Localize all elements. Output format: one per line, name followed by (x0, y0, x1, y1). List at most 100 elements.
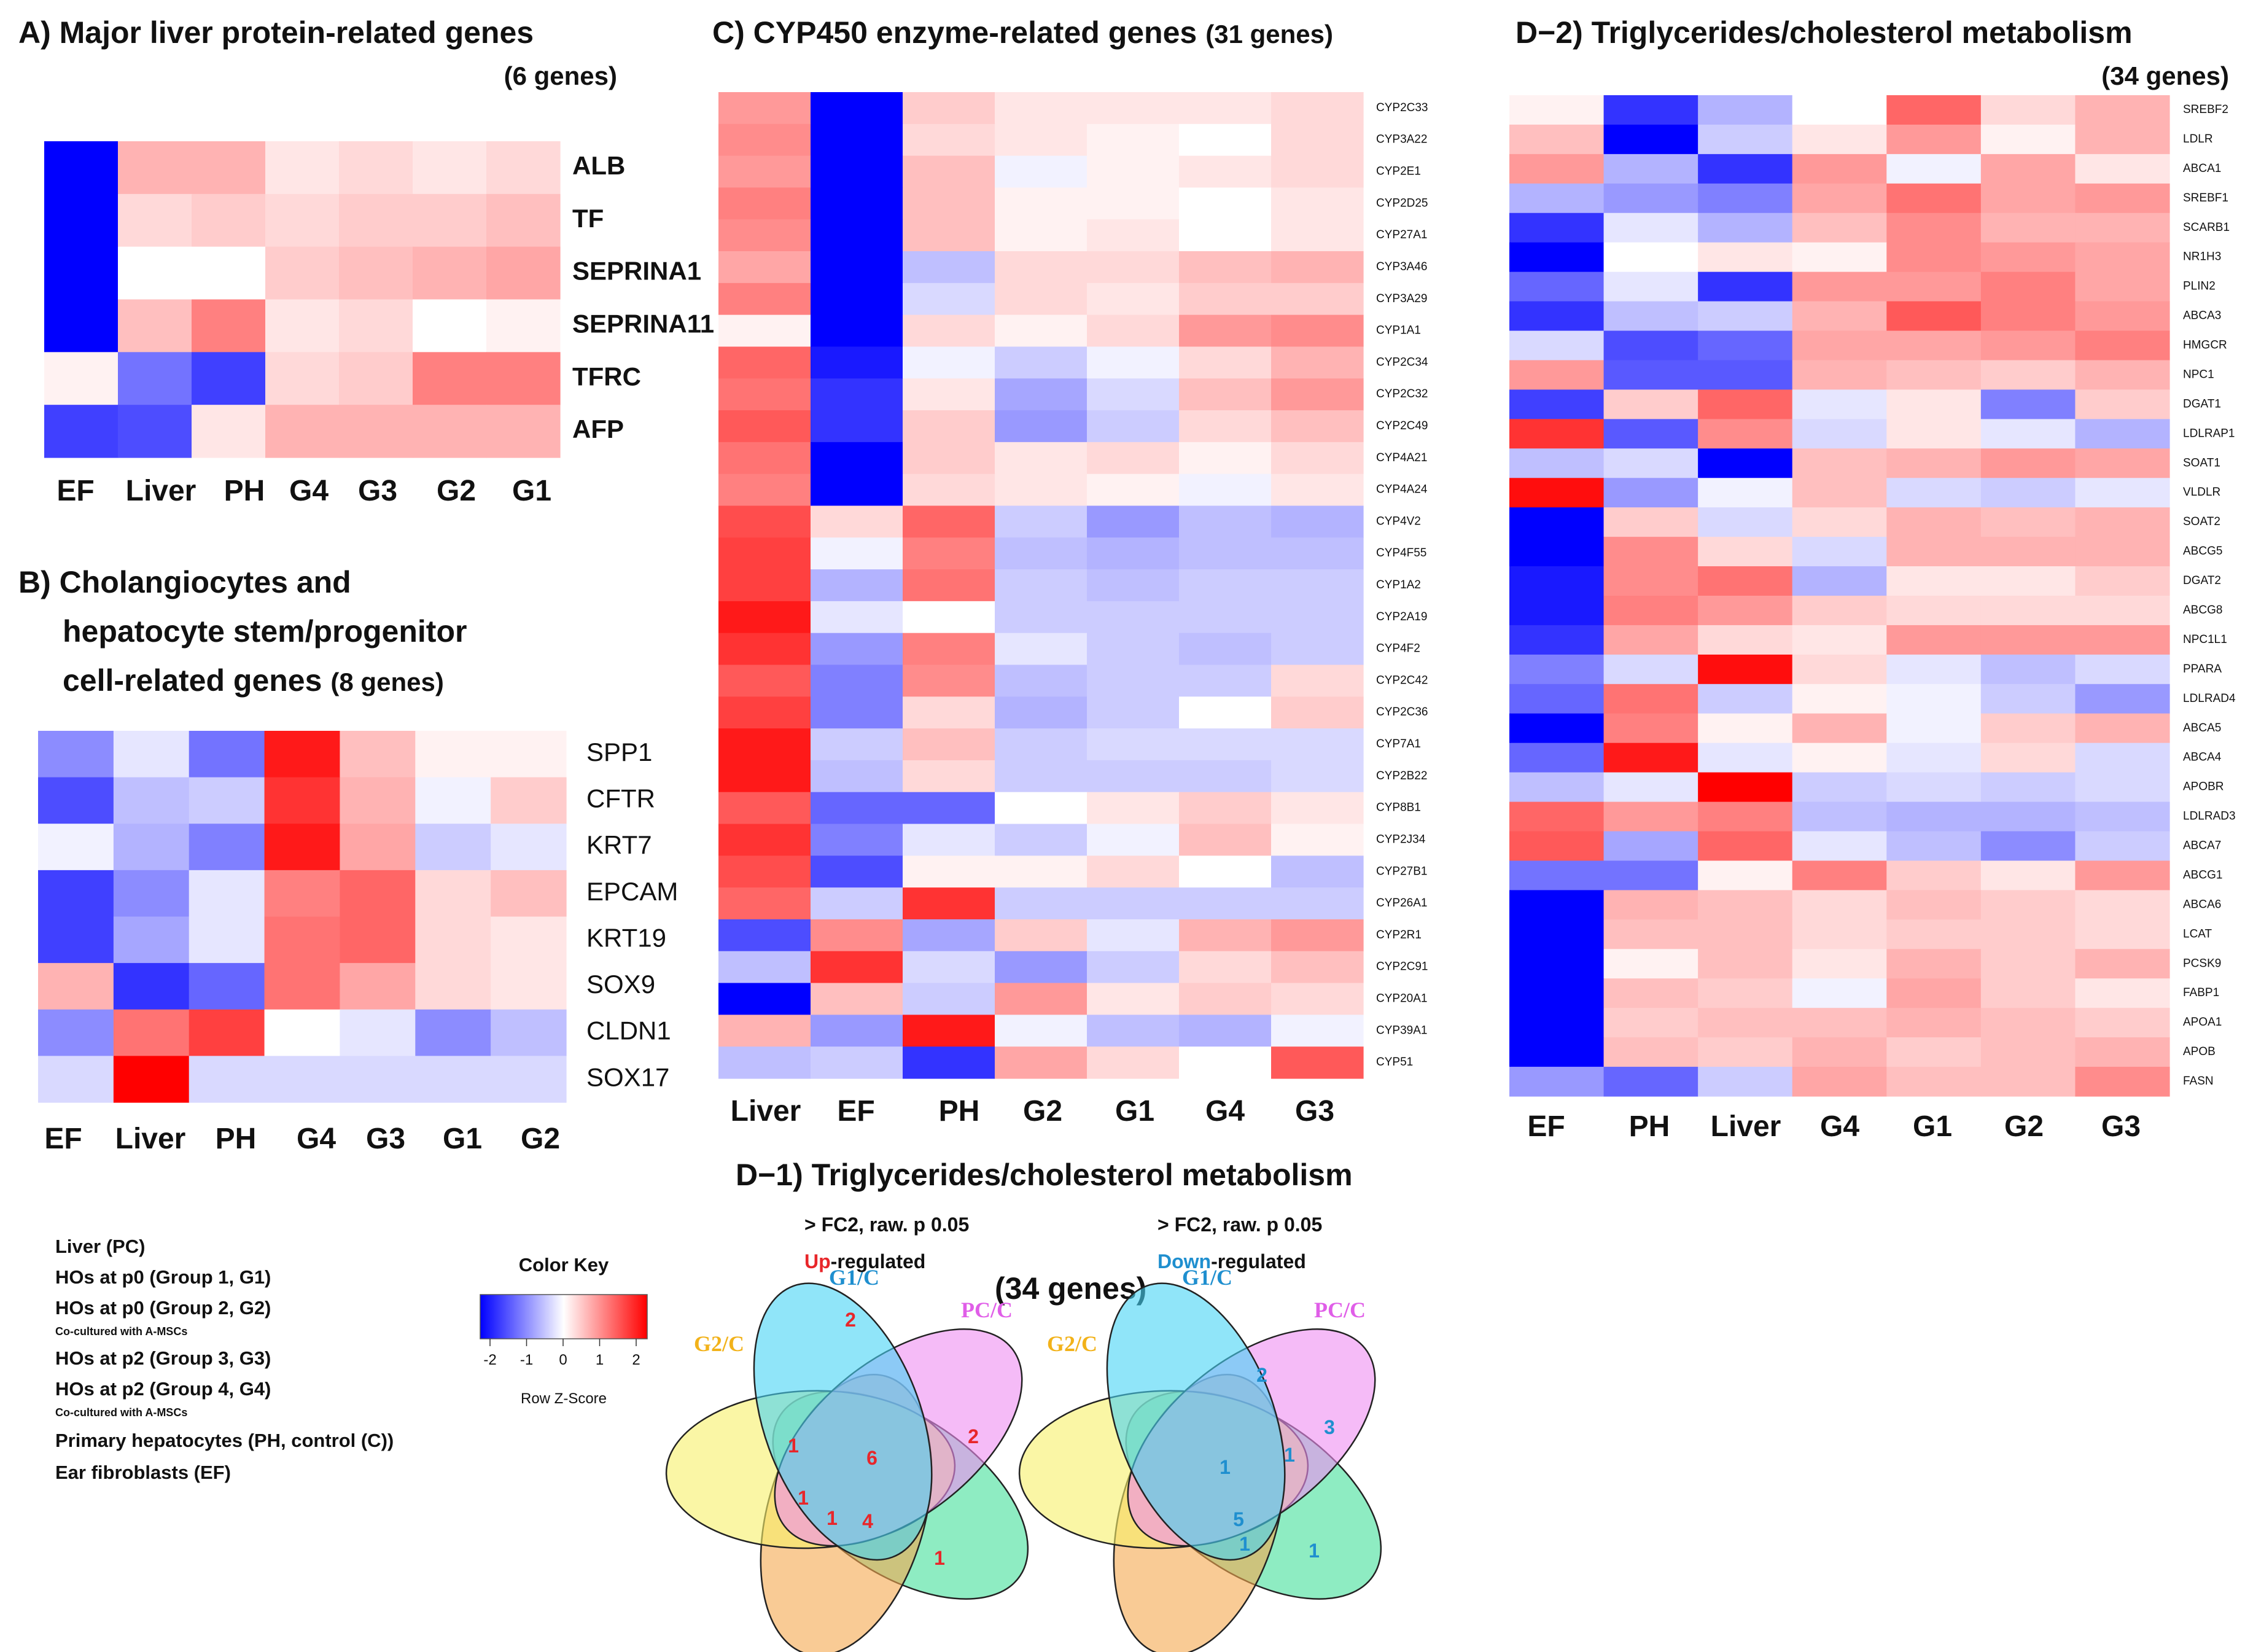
heatmap-cell (718, 1046, 811, 1079)
heatmap-cell (811, 282, 903, 316)
heatmap-cell (1509, 360, 1605, 391)
heatmap-cell (903, 824, 995, 856)
heatmap-cell (1886, 389, 1982, 419)
venn-count: 6 (866, 1447, 877, 1469)
heatmap-cell (1271, 123, 1364, 157)
heatmap-cell (1886, 1008, 1982, 1038)
heatmap-cell (491, 870, 567, 918)
heatmap-cell (1980, 95, 2076, 125)
heatmap-cell (1980, 860, 2076, 891)
heatmap-cell (264, 824, 341, 871)
heatmap-cell (1886, 1067, 1982, 1097)
heatmap-cell (1886, 271, 1982, 302)
heatmap-cell (811, 824, 903, 856)
heatmap-cell (1886, 566, 1982, 596)
heatmap-cell (903, 473, 995, 507)
heatmap-cell (1271, 855, 1364, 888)
heatmap-cell (1792, 124, 1887, 155)
heatmap-cell (811, 410, 903, 443)
column-label: EF (1527, 1110, 1565, 1143)
panel-b-title-line3-text: cell-related genes (63, 663, 322, 698)
column-label: G4 (297, 1123, 336, 1155)
heatmap-cell (1980, 1067, 2076, 1097)
heatmap-cell (1087, 633, 1180, 666)
heatmap-cell (113, 916, 190, 964)
heatmap-cell (1698, 389, 1793, 419)
heatmap-cell (811, 251, 903, 284)
heatmap-cell (1792, 742, 1887, 773)
heatmap-cell (118, 141, 192, 195)
row-label: CYP2C33 (1376, 101, 1428, 114)
heatmap-cell (995, 251, 1087, 284)
heatmap-cell (265, 141, 340, 195)
heatmap-cell (2075, 831, 2170, 862)
heatmap-cell (1087, 728, 1180, 761)
row-label: CYP51 (1376, 1056, 1413, 1069)
heatmap-cell (1603, 537, 1698, 567)
heatmap-cell (2075, 772, 2170, 803)
heatmap-cell (1886, 419, 1982, 449)
venn-set-label: G3/C (774, 1651, 824, 1652)
heatmap-cell (1886, 801, 1982, 832)
heatmap-cell (903, 728, 995, 761)
column-label: G1 (512, 475, 551, 507)
heatmap-cell (1179, 824, 1272, 856)
heatmap-cell (1886, 949, 1982, 979)
heatmap-cell (903, 696, 995, 729)
heatmap-cell (1087, 696, 1180, 729)
heatmap-cell (718, 187, 811, 220)
legend-liver: Liver (PC) (55, 1236, 145, 1257)
heatmap-cell (38, 1056, 114, 1103)
heatmap-cell (1980, 919, 2076, 949)
row-label: LDLRAP1 (2183, 427, 2235, 440)
heatmap-cell (339, 352, 413, 405)
heatmap-cell (1271, 282, 1364, 316)
heatmap-cell (995, 442, 1087, 475)
heatmap-cell (1980, 330, 2076, 361)
color-key-gradient (480, 1294, 648, 1339)
heatmap-cell (995, 1046, 1087, 1079)
heatmap-cell (1603, 389, 1698, 419)
heatmap-cell (38, 963, 114, 1010)
heatmap-cell (1792, 772, 1887, 803)
heatmap-cell (1087, 855, 1180, 888)
heatmap-cell (1886, 684, 1982, 714)
heatmap-cell (718, 696, 811, 729)
panel-d1: D−1) Triglycerides/cholesterol metabolis… (665, 1158, 1382, 1652)
venn-count: 1 (934, 1547, 945, 1569)
heatmap-cell (38, 1009, 114, 1056)
row-label: CLDN1 (586, 1016, 671, 1045)
heatmap-cell (1179, 442, 1272, 475)
heatmap-cell (38, 824, 114, 871)
heatmap-cell (1087, 410, 1180, 443)
venn-count: 1 (1284, 1444, 1295, 1466)
heatmap-cell (1980, 654, 2076, 685)
panel-b-title-line1: B) Cholangiocytes and (18, 565, 351, 599)
heatmap-cell (1271, 696, 1364, 729)
venn-set-label: G1/C (829, 1265, 879, 1290)
heatmap-cell (2075, 596, 2170, 626)
heatmap-cell (1509, 419, 1605, 449)
heatmap-cell (995, 824, 1087, 856)
heatmap-cell (1980, 949, 2076, 979)
heatmap-cell (2075, 448, 2170, 478)
heatmap-cell (486, 141, 561, 195)
heatmap-cell (811, 123, 903, 157)
heatmap-cell (1603, 124, 1698, 155)
heatmap-cell (811, 1015, 903, 1047)
venn-count: 2 (1256, 1364, 1267, 1386)
heatmap-cell (1179, 537, 1272, 570)
heatmap-cell (340, 824, 416, 871)
heatmap-cell (1980, 1008, 2076, 1038)
heatmap-cell (903, 633, 995, 666)
heatmap-cell (264, 1056, 341, 1103)
color-key-tick-label: -2 (483, 1352, 496, 1368)
heatmap-cell (1087, 760, 1180, 793)
heatmap-cell (811, 919, 903, 952)
heatmap-cell (118, 405, 192, 458)
heatmap-cell (1271, 155, 1364, 189)
heatmap-cell (1087, 155, 1180, 189)
heatmap-cell (1980, 566, 2076, 596)
panel-a-title: A) Major liver protein-related genes (18, 15, 534, 50)
